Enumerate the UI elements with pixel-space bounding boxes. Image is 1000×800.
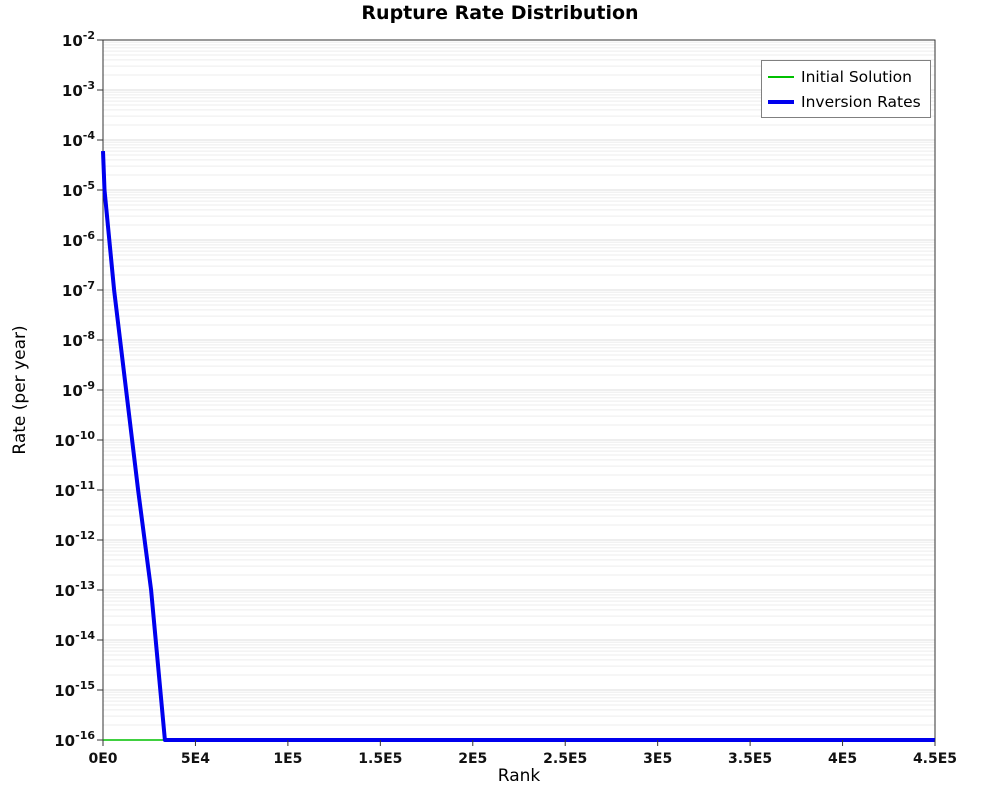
y-tick-label: 10-6 — [62, 229, 95, 250]
x-tick-label: 2E5 — [458, 751, 487, 767]
series-line-inversion-rates — [101, 151, 935, 742]
y-tick-label: 10-9 — [62, 379, 95, 400]
y-tick-label: 10-12 — [54, 529, 95, 550]
y-tick-label: 10-2 — [62, 29, 95, 50]
chart-title: Rupture Rate Distribution — [361, 2, 639, 24]
x-tick-label: 2.5E5 — [543, 751, 587, 767]
legend-label: Initial Solution — [801, 67, 912, 86]
y-tick-label: 10-5 — [62, 179, 95, 200]
x-tick-label: 3E5 — [643, 751, 672, 767]
y-axis-title: Rate (per year) — [10, 325, 30, 455]
x-axis-title: Rank — [497, 766, 541, 786]
y-tick-label: 10-11 — [54, 479, 95, 500]
legend-line-swatch — [768, 99, 794, 104]
x-tick-label: 1E5 — [273, 751, 302, 767]
legend-item-inversion-rates: Inversion Rates — [768, 89, 921, 114]
x-tick-label: 4.5E5 — [913, 751, 957, 767]
x-tick-label: 1.5E5 — [358, 751, 402, 767]
y-tick-label: 10-10 — [54, 429, 95, 450]
y-tick-label: 10-14 — [54, 629, 95, 650]
x-tick-label: 3.5E5 — [728, 751, 772, 767]
x-tick-label: 4E5 — [828, 751, 857, 767]
y-tick-label: 10-15 — [54, 679, 95, 700]
legend: Initial Solution Inversion Rates — [761, 60, 931, 118]
y-tick-label: 10-4 — [62, 129, 95, 150]
legend-label: Inversion Rates — [801, 92, 921, 111]
y-tick-label: 10-3 — [62, 79, 95, 100]
x-tick-label: 0E0 — [88, 751, 117, 767]
x-tick-label: 5E4 — [181, 751, 210, 767]
y-tick-label: 10-7 — [62, 279, 95, 300]
y-tick-label: 10-13 — [54, 579, 95, 600]
legend-item-initial-solution: Initial Solution — [768, 64, 921, 89]
legend-line-swatch — [768, 75, 794, 78]
y-tick-label: 10-8 — [62, 329, 95, 350]
y-tick-label: 10-16 — [54, 729, 95, 750]
